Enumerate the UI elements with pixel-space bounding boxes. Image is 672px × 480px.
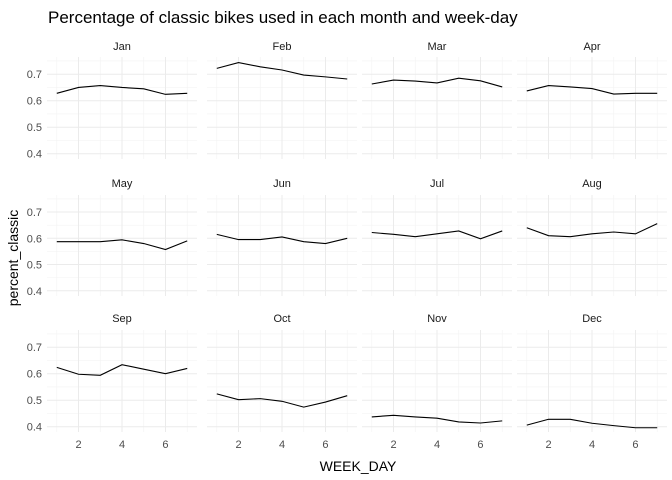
y-tick-label: 0.7 [27, 69, 42, 81]
x-axis-title: WEEK_DAY [320, 458, 397, 474]
facet-label: Jan [113, 41, 131, 53]
facet-panel-sep: Sep 0.4 0.5 0.6 0.7 2 4 6 [27, 313, 197, 451]
facet-label: Oct [273, 313, 290, 325]
x-tick-label: 4 [119, 439, 125, 451]
x-tick-label: 2 [75, 439, 81, 451]
series-line-jun [216, 233, 348, 245]
facet-panel-jul: Jul [362, 178, 512, 296]
facet-panel-aug: Aug [517, 178, 667, 296]
series-line-nov [371, 414, 503, 424]
y-axis-title: percent_classic [5, 210, 21, 307]
facet-panel-may: May 0.4 0.5 0.6 0.7 [27, 178, 197, 298]
facet-label: Mar [428, 41, 447, 53]
facet-label: Nov [427, 313, 447, 325]
x-tick-label: 2 [545, 439, 551, 451]
y-tick-label: 0.5 [27, 395, 42, 407]
facet-panel-apr: Apr [517, 41, 667, 159]
facet-label: Aug [582, 178, 602, 190]
x-tick-label: 4 [589, 439, 595, 451]
y-tick-label: 0.7 [27, 207, 42, 219]
facet-label: Jun [273, 178, 291, 190]
series-line-dec [526, 418, 658, 429]
series-line-jul [371, 230, 503, 240]
x-tick-label: 6 [322, 439, 328, 451]
facet-label: Apr [583, 41, 600, 53]
series-line-apr [526, 85, 658, 95]
facet-label: Feb [273, 41, 292, 53]
x-tick-label: 2 [390, 439, 396, 451]
x-tick-label: 6 [162, 439, 168, 451]
series-line-aug [526, 223, 658, 238]
y-tick-label: 0.5 [27, 122, 42, 134]
series-line-feb [216, 61, 348, 80]
y-tick-label: 0.6 [27, 369, 42, 381]
y-tick-label: 0.4 [27, 286, 42, 298]
y-tick-label: 0.5 [27, 260, 42, 272]
facet-panel-feb: Feb [207, 41, 357, 159]
chart-title: Percentage of classic bikes used in each… [48, 8, 518, 27]
facet-label: Jul [430, 178, 444, 190]
x-tick-label: 2 [235, 439, 241, 451]
y-tick-label: 0.4 [27, 149, 42, 161]
y-tick-label: 0.6 [27, 96, 42, 108]
facet-panel-jun: Jun [207, 178, 357, 296]
facet-label: Dec [582, 313, 602, 325]
series-line-jan [56, 85, 188, 95]
series-line-may [56, 239, 188, 251]
facet-panel-nov: Nov 2 4 6 [362, 313, 512, 451]
x-tick-label: 4 [434, 439, 440, 451]
facet-panel-oct: Oct 2 4 6 [207, 313, 357, 451]
facet-panel-mar: Mar [362, 41, 512, 159]
facet-label: May [112, 178, 133, 190]
x-tick-label: 6 [632, 439, 638, 451]
y-tick-label: 0.4 [27, 422, 42, 434]
y-tick-label: 0.7 [27, 342, 42, 354]
x-tick-label: 4 [279, 439, 285, 451]
facet-panel-jan: Jan 0.4 0.5 0.6 0.7 [27, 41, 197, 161]
series-line-mar [371, 77, 503, 88]
series-line-sep [56, 364, 188, 376]
x-tick-label: 6 [477, 439, 483, 451]
facet-label: Sep [112, 313, 132, 325]
series-line-oct [216, 393, 348, 408]
y-tick-label: 0.6 [27, 233, 42, 245]
facet-panel-dec: Dec 2 4 6 [517, 313, 667, 451]
